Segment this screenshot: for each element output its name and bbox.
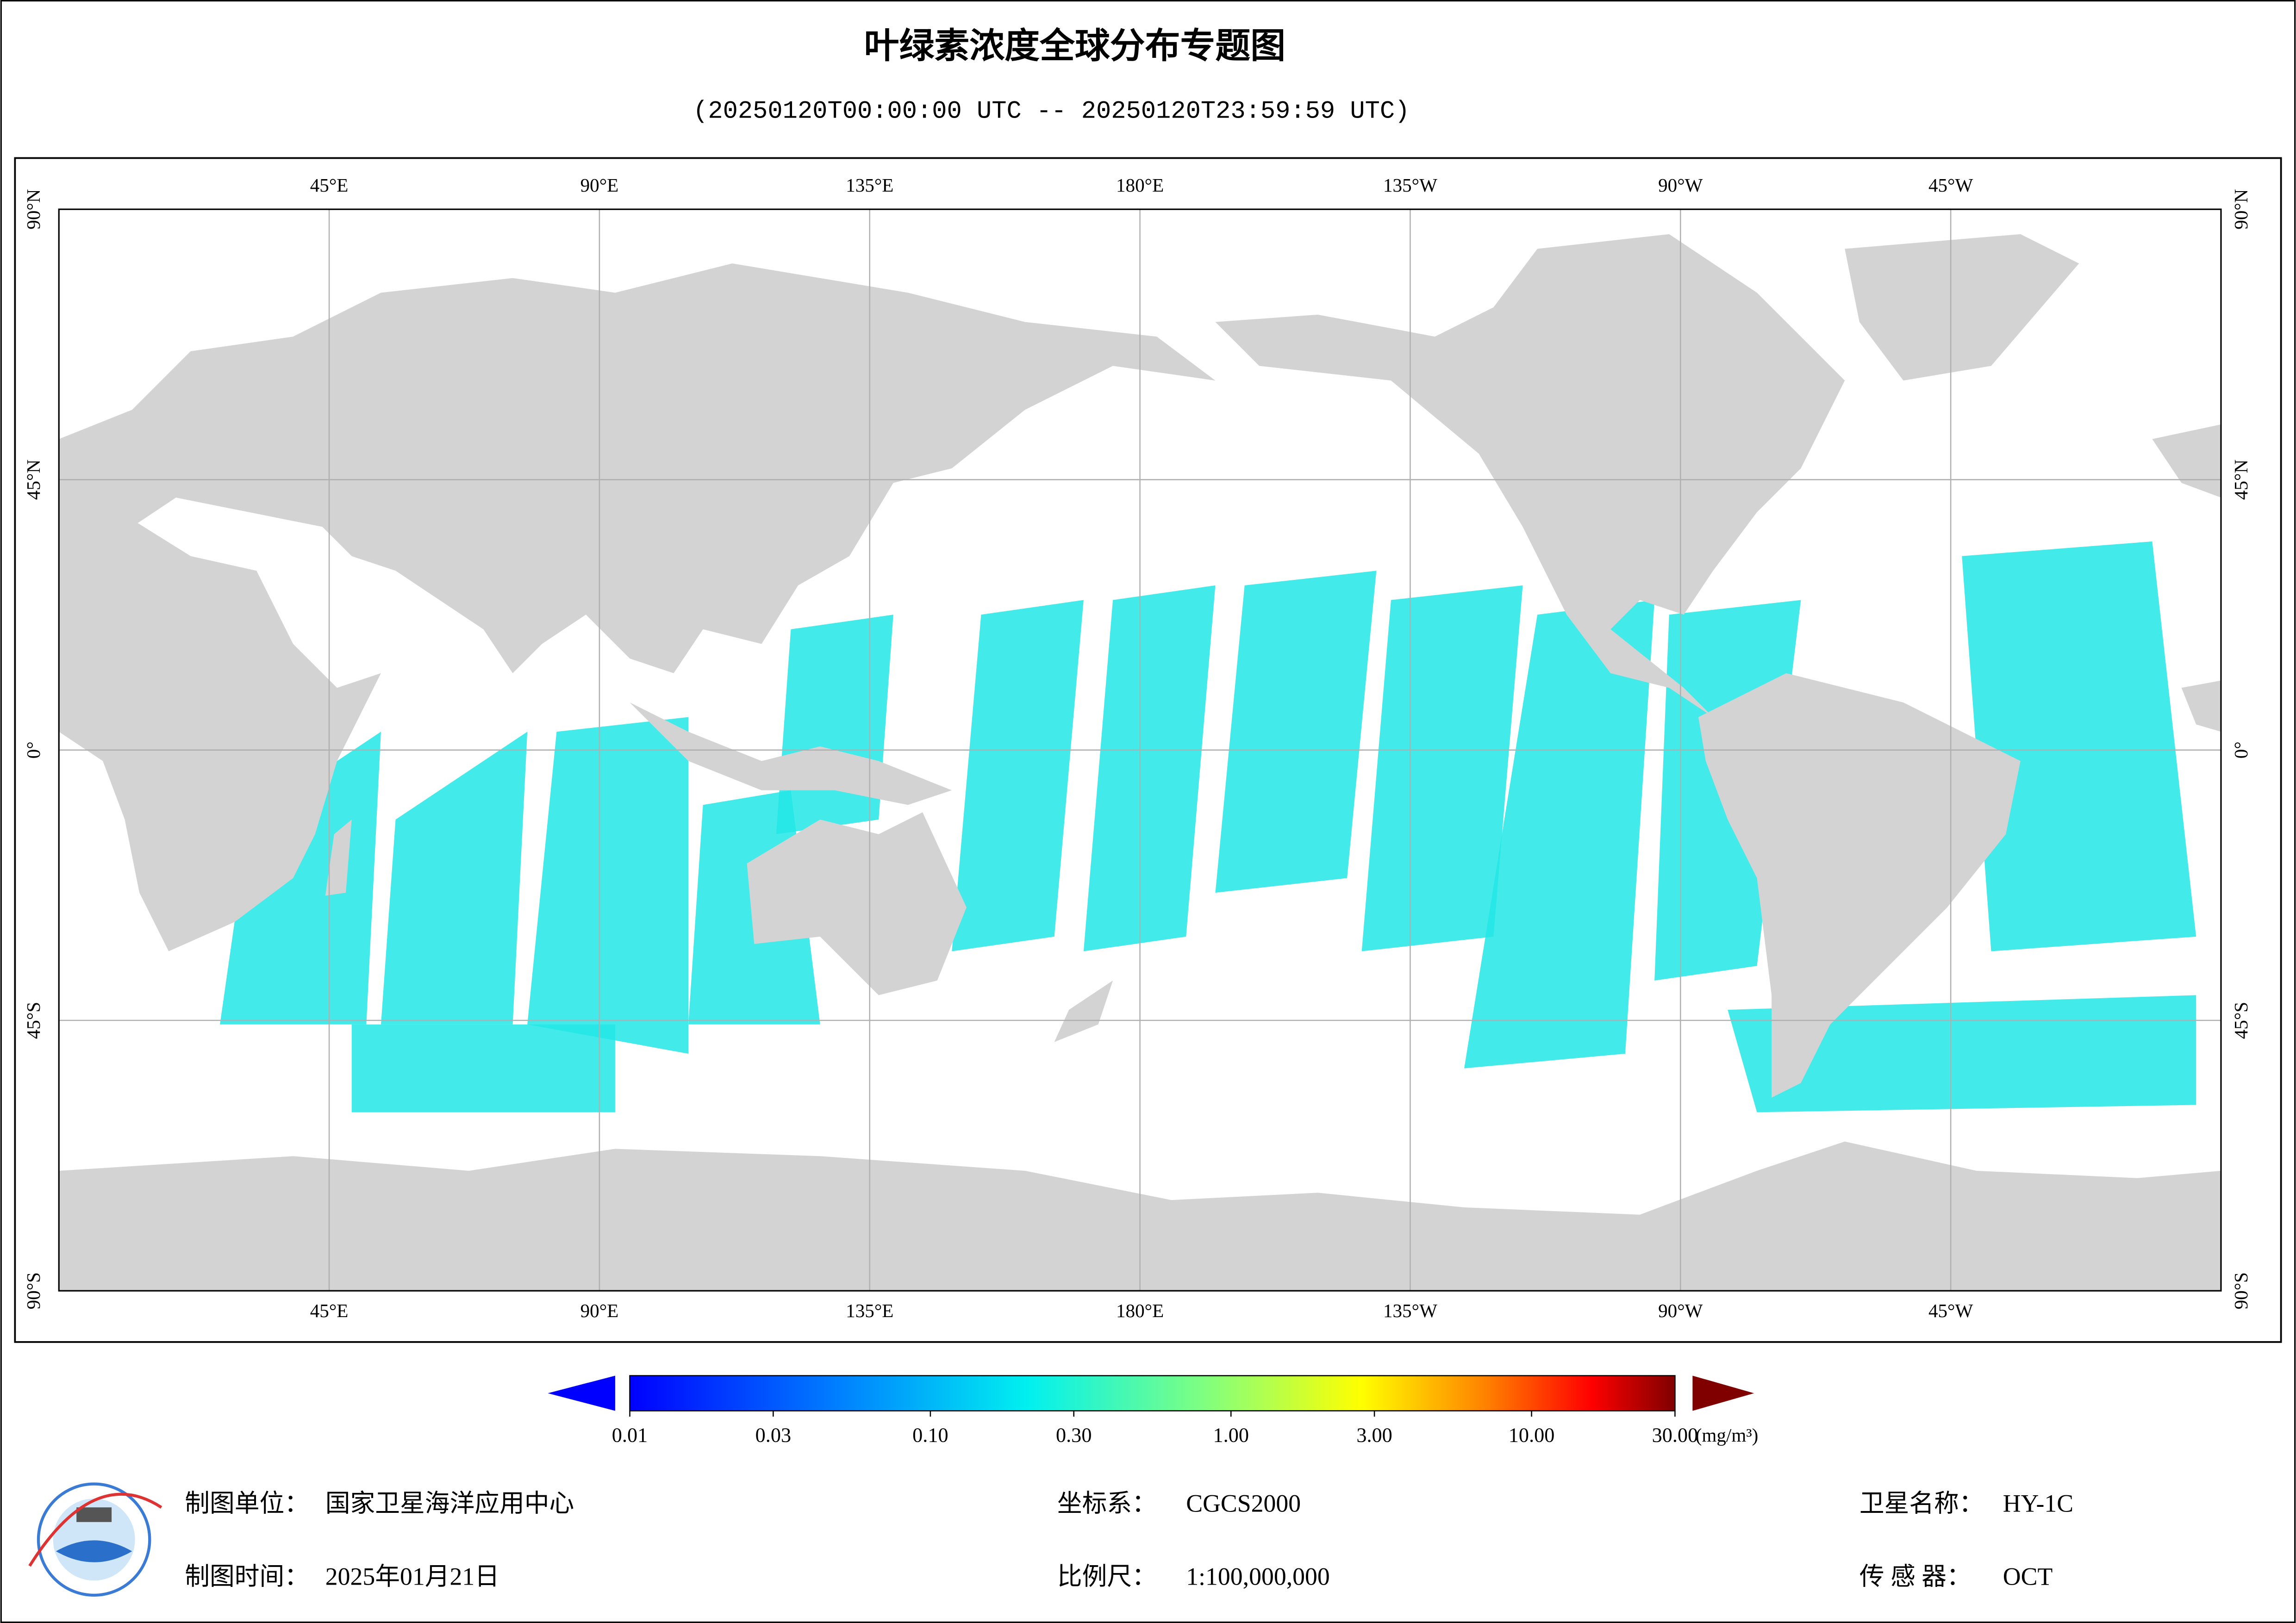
- swath: [1215, 571, 1377, 893]
- madagascar: [325, 819, 352, 896]
- colorbar-tick-label: 0.30: [1056, 1424, 1092, 1447]
- chlorophyll-swaths: [220, 541, 2196, 1113]
- swath: [1728, 995, 2196, 1113]
- maritime-asia: [630, 702, 952, 805]
- swath: [527, 717, 689, 1054]
- graticule: [59, 209, 2221, 1291]
- lon-label-bottom: 135°E: [846, 1300, 893, 1321]
- lon-label-top: 45°W: [1928, 174, 1973, 196]
- swath: [381, 732, 528, 1025]
- colorbar-tick-label: 30.00: [1652, 1424, 1698, 1447]
- colorbar-under-arrow: [548, 1375, 615, 1411]
- colorbar-tick-label: 0.10: [912, 1424, 948, 1447]
- swath: [1464, 600, 1655, 1069]
- colorbar-tick-label: 0.01: [612, 1424, 648, 1447]
- new-zealand: [1054, 980, 1113, 1042]
- lat-label-left: 90°N: [23, 189, 44, 230]
- greenland: [1845, 234, 2079, 381]
- lon-label-bottom: 180°E: [1116, 1300, 1164, 1321]
- colorbar-tick-label: 0.03: [755, 1424, 791, 1447]
- australia: [747, 812, 967, 995]
- logo: [28, 1482, 162, 1597]
- colorbar-over-arrow: [1692, 1375, 1754, 1411]
- swath: [1962, 541, 2196, 951]
- swath: [952, 600, 1084, 951]
- lat-label-right: 0°: [2230, 741, 2252, 759]
- satellite-label: 卫星名称：: [1859, 1489, 1984, 1517]
- lon-label-top: 135°E: [846, 174, 893, 196]
- footer: 制图单位： 国家卫星海洋应用中心 制图时间： 2025年01月21日 坐标系： …: [185, 1489, 2073, 1590]
- lon-label-bottom: 90°W: [1658, 1300, 1703, 1321]
- lon-label-top: 45°E: [310, 174, 349, 196]
- colorbar-unit: (mg/m³): [1696, 1424, 1759, 1446]
- swath: [351, 1024, 615, 1113]
- crs: CGCS2000: [1186, 1489, 1301, 1517]
- lon-label-bottom: 135°W: [1383, 1300, 1437, 1321]
- north-america: [1215, 234, 1845, 717]
- lat-label-right: 90°S: [2230, 1272, 2252, 1309]
- africa: [59, 519, 381, 951]
- graticule-labels: 45°E 45°E 90°E 90°E 135°E 135°E 180°E 180°E 135°…: [23, 174, 2252, 1321]
- lon-label-top: 90°W: [1658, 174, 1703, 196]
- lon-label-bottom: 45°W: [1928, 1300, 1973, 1321]
- lon-label-bottom: 90°E: [580, 1300, 619, 1321]
- colorbar-tick-label: 1.00: [1213, 1424, 1249, 1447]
- lat-label-right: 90°N: [2230, 189, 2252, 230]
- sensor: OCT: [2003, 1562, 2053, 1590]
- lat-label-left: 90°S: [23, 1272, 44, 1309]
- map-area: [59, 209, 2221, 1291]
- colorbar-tick-label: 10.00: [1509, 1424, 1555, 1447]
- title: 叶绿素浓度全球分布专题图: [864, 27, 1286, 66]
- colorbar: 0.01 0.03 0.10 0.30 1.00 3.00 10.00 30.00 (mg/m…: [548, 1375, 1759, 1447]
- colorbar-ramp: [629, 1375, 1676, 1412]
- satellite: HY-1C: [2003, 1489, 2073, 1517]
- date: 2025年01月21日: [325, 1562, 499, 1590]
- producer-label: 制图单位：: [185, 1489, 309, 1517]
- scale: 1:100,000,000: [1186, 1562, 1330, 1590]
- africa-east-edge: [2181, 680, 2221, 732]
- lon-label-top: 180°E: [1116, 174, 1164, 196]
- lon-label-top: 135°W: [1383, 174, 1437, 196]
- map-frame: [14, 157, 2282, 1343]
- producer: 国家卫星海洋应用中心: [325, 1489, 574, 1517]
- lat-label-right: 45°S: [2230, 1002, 2252, 1039]
- scale-label: 比例尺：: [1057, 1562, 1157, 1590]
- swath: [220, 732, 381, 1025]
- subtitle: (20250120T00:00:00 UTC -- 20250120T23:59…: [693, 98, 1410, 126]
- lat-label-left: 45°S: [23, 1002, 44, 1039]
- lat-label-right: 45°N: [2230, 460, 2252, 500]
- swath: [1361, 585, 1523, 951]
- lon-label-bottom: 45°E: [310, 1300, 349, 1321]
- lat-label-left: 0°: [23, 741, 44, 759]
- lat-label-left: 45°N: [23, 460, 44, 500]
- swath: [1083, 585, 1216, 951]
- colorbar-ticks: 0.01 0.03 0.10 0.30 1.00 3.00 10.00 30.00: [612, 1411, 1698, 1447]
- crs-label: 坐标系：: [1057, 1489, 1157, 1517]
- date-label: 制图时间：: [185, 1562, 309, 1590]
- sensor-label: 传 感 器：: [1859, 1562, 1972, 1590]
- lon-label-top: 90°E: [580, 174, 619, 196]
- south-america: [1698, 673, 2021, 1098]
- eurasia: [59, 263, 1216, 673]
- map-border: [58, 208, 2222, 1292]
- swath: [776, 615, 893, 834]
- colorbar-tick-label: 3.00: [1356, 1424, 1392, 1447]
